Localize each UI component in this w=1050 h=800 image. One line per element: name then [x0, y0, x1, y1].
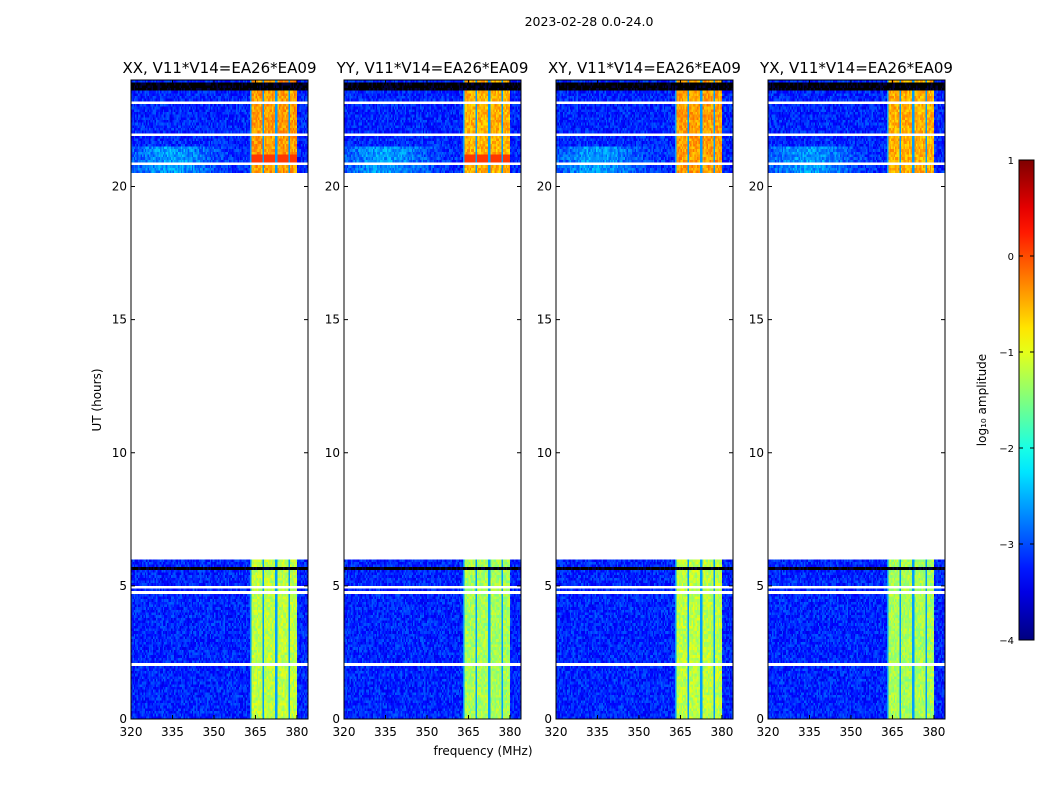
y-tick-label-0-3: 15 [112, 313, 127, 327]
y-tick-label-0-4: 20 [112, 180, 127, 194]
y-tick-label-1-4: 20 [325, 180, 340, 194]
x-tick-label-0-4: 380 [285, 725, 308, 739]
x-tick-label-0-3: 365 [244, 725, 267, 739]
colorbar-tick-label-1: 0 [1008, 252, 1014, 263]
y-tick-label-3-4: 20 [749, 180, 764, 194]
x-axis-label: frequency (MHz) [433, 744, 532, 758]
y-tick-label-1-3: 15 [325, 313, 340, 327]
panel-frame-1 [343, 79, 522, 720]
x-tick-label-2-2: 350 [628, 725, 651, 739]
x-tick-label-3-3: 365 [881, 725, 904, 739]
x-tick-label-3-0: 320 [757, 725, 780, 739]
x-tick-label-2-1: 335 [586, 725, 609, 739]
y-tick-label-3-3: 15 [749, 313, 764, 327]
colorbar-tick-label-3: −2 [999, 444, 1014, 455]
waterfall-heatmap-3 [768, 80, 945, 719]
y-tick-label-0-1: 5 [119, 579, 127, 593]
x-tick-label-1-1: 335 [374, 725, 397, 739]
waterfall-heatmap-0 [131, 80, 308, 719]
x-tick-label-0-2: 350 [203, 725, 226, 739]
x-tick-label-0-1: 335 [161, 725, 184, 739]
y-tick-label-2-4: 20 [537, 180, 552, 194]
y-tick-label-0-2: 10 [112, 446, 127, 460]
panel-frame-0 [130, 79, 309, 720]
x-tick-label-3-4: 380 [922, 725, 945, 739]
panel-title-3: YX, V11*V14=EA26*EA09 [759, 59, 953, 77]
y-axis-label: UT (hours) [90, 368, 104, 431]
y-tick-label-0-0: 0 [119, 712, 127, 726]
y-tick-label-2-2: 10 [537, 446, 552, 460]
colorbar [1018, 159, 1035, 641]
x-tick-label-2-0: 320 [545, 725, 568, 739]
waterfall-heatmap-1 [344, 80, 521, 719]
y-tick-label-2-0: 0 [544, 712, 552, 726]
panel-title-0: XX, V11*V14=EA26*EA09 [122, 59, 316, 77]
y-tick-label-2-3: 15 [537, 313, 552, 327]
x-tick-label-2-3: 365 [669, 725, 692, 739]
colorbar-label: log₁₀ amplitude [975, 354, 989, 446]
x-tick-label-1-2: 350 [416, 725, 439, 739]
panel-frame-3 [767, 79, 946, 720]
suptitle: 2023-02-28 0.0-24.0 [525, 14, 654, 29]
y-tick-label-1-1: 5 [332, 579, 340, 593]
x-tick-label-1-4: 380 [498, 725, 521, 739]
x-tick-label-0-0: 320 [120, 725, 143, 739]
x-tick-label-1-3: 365 [457, 725, 480, 739]
x-tick-label-3-1: 335 [798, 725, 821, 739]
x-tick-label-2-4: 380 [710, 725, 733, 739]
y-tick-label-1-0: 0 [332, 712, 340, 726]
colorbar-tick-label-4: −3 [999, 540, 1014, 551]
y-tick-label-3-1: 5 [756, 579, 764, 593]
x-tick-label-1-0: 320 [333, 725, 356, 739]
colorbar-tick-label-2: −1 [999, 348, 1014, 359]
colorbar-tick-label-5: −4 [999, 636, 1014, 647]
waterfall-heatmap-2 [556, 80, 733, 719]
panel-frame-2 [555, 79, 734, 720]
y-tick-label-1-2: 10 [325, 446, 340, 460]
panel-title-1: YY, V11*V14=EA26*EA09 [336, 59, 529, 77]
x-tick-label-3-2: 350 [840, 725, 863, 739]
y-tick-label-3-0: 0 [756, 712, 764, 726]
y-tick-label-3-2: 10 [749, 446, 764, 460]
panel-title-2: XY, V11*V14=EA26*EA09 [548, 59, 741, 77]
colorbar-tick-label-0: 1 [1008, 156, 1014, 167]
y-tick-label-2-1: 5 [544, 579, 552, 593]
